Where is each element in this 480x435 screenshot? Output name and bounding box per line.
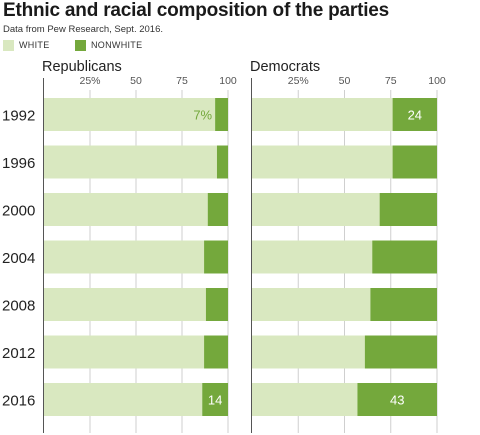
- legend-swatch-white: [3, 40, 14, 51]
- bar-nonwhite-democrats-1992: [392, 98, 437, 131]
- tick-label: 75: [385, 75, 397, 87]
- bar-nonwhite-democrats-2008: [370, 288, 437, 321]
- bar-nonwhite-republicans-2012: [204, 335, 228, 369]
- bar-white-republicans-2016: [44, 383, 203, 416]
- data-label-republicans-2016: 14: [208, 393, 222, 408]
- bar-nonwhite-democrats-2016: [357, 383, 437, 416]
- bar-white-democrats-2004: [252, 240, 373, 274]
- legend-swatch-nonwhite: [75, 40, 86, 51]
- bar-nonwhite-republicans-2016: [202, 383, 228, 416]
- bar-white-republicans-2008: [44, 288, 206, 321]
- bar-white-democrats-1992: [252, 98, 393, 131]
- bar-nonwhite-republicans-2000: [207, 193, 228, 226]
- bar-nonwhite-republicans-2004: [204, 240, 228, 274]
- bar-nonwhite-republicans-2008: [205, 288, 228, 321]
- year-label: 1992: [2, 108, 35, 125]
- bar-nonwhite-democrats-1996: [392, 145, 437, 179]
- tick-label: 50: [339, 75, 351, 87]
- bar-white-republicans-2000: [44, 193, 208, 226]
- data-label-republicans-1992: 7%: [193, 108, 212, 123]
- panel-title-republicans: Republicans: [42, 59, 122, 75]
- data-label-democrats-2016: 43: [390, 393, 404, 408]
- bar-nonwhite-democrats-2012: [364, 335, 437, 369]
- tick-label: 25%: [79, 75, 100, 87]
- bar-white-democrats-1996: [252, 145, 393, 179]
- bar-white-republicans-1992: [44, 98, 216, 131]
- legend-label-white: WHITE: [19, 40, 50, 50]
- legend-label-nonwhite: NONWHITE: [91, 40, 143, 50]
- year-label: 2016: [2, 393, 35, 410]
- bar-white-democrats-2016: [252, 383, 358, 416]
- year-label: 2008: [2, 298, 35, 315]
- data-label-democrats-1992: 24: [408, 108, 422, 123]
- bar-white-republicans-1996: [44, 145, 217, 179]
- year-label: 2000: [2, 203, 35, 220]
- tick-label: 25%: [288, 75, 309, 87]
- bar-white-democrats-2008: [252, 288, 371, 321]
- tick-label: 100: [219, 75, 237, 87]
- bar-nonwhite-republicans-1992: [215, 98, 228, 131]
- bar-nonwhite-democrats-2004: [372, 240, 437, 274]
- bar-white-republicans-2012: [44, 335, 205, 369]
- tick-label: 50: [130, 75, 142, 87]
- chart-subtitle: Data from Pew Research, Sept. 2016.: [3, 24, 163, 35]
- bar-nonwhite-democrats-2000: [379, 193, 437, 226]
- bar-white-republicans-2004: [44, 240, 205, 274]
- bar-nonwhite-republicans-1996: [216, 145, 228, 179]
- year-label: 1996: [2, 155, 35, 172]
- year-label: 2012: [2, 345, 35, 362]
- year-label: 2004: [2, 250, 35, 267]
- bar-white-democrats-2012: [252, 335, 365, 369]
- bar-white-democrats-2000: [252, 193, 380, 226]
- tick-label: 75: [176, 75, 188, 87]
- tick-label: 100: [428, 75, 446, 87]
- panel-title-democrats: Democrats: [250, 59, 320, 75]
- chart-title: Ethnic and racial composition of the par…: [3, 0, 390, 21]
